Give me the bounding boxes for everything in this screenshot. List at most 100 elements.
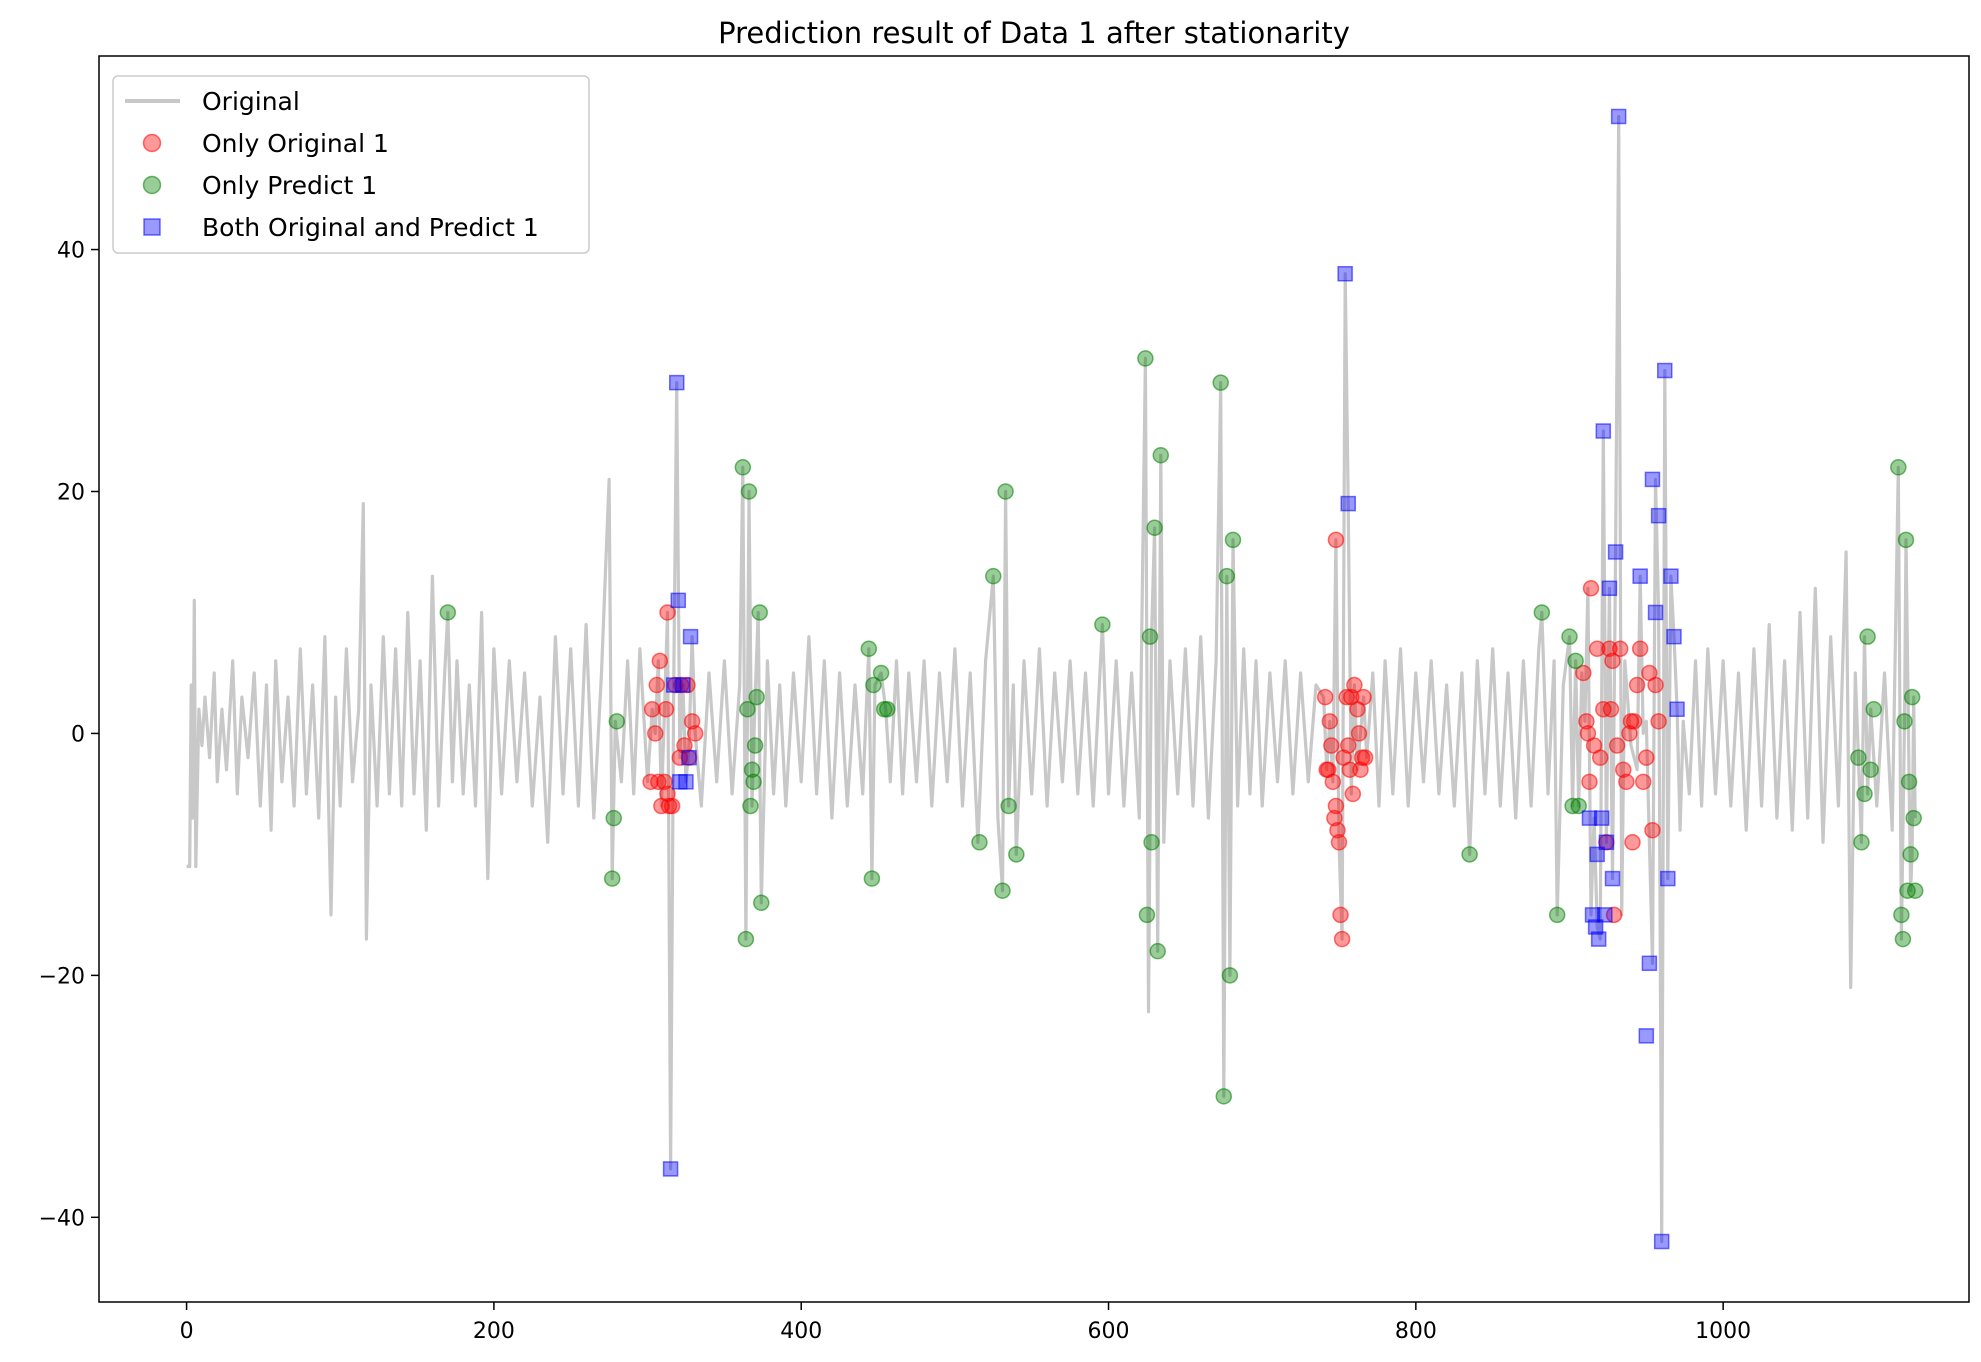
point-only-predict-26 bbox=[1008, 846, 1025, 863]
point-only-original-45 bbox=[1355, 688, 1372, 706]
point-only-predict-18 bbox=[872, 664, 890, 682]
point-both-28 bbox=[1647, 604, 1664, 621]
point-only-predict-0 bbox=[439, 604, 457, 621]
point-both-18 bbox=[1597, 907, 1613, 923]
point-both-8 bbox=[662, 1161, 679, 1177]
point-only-predict-35 bbox=[1212, 374, 1229, 391]
point-only-original-59 bbox=[1604, 652, 1621, 670]
point-only-predict-16 bbox=[863, 870, 881, 887]
point-only-predict-6 bbox=[739, 700, 756, 718]
point-only-original-51 bbox=[1582, 580, 1600, 597]
point-only-predict-41 bbox=[1533, 604, 1551, 621]
legend-label-2: Only Predict 1 bbox=[202, 171, 377, 200]
point-only-original-36 bbox=[1339, 737, 1357, 754]
point-both-0 bbox=[665, 677, 682, 693]
point-only-predict-34 bbox=[1152, 446, 1170, 464]
point-only-original-32 bbox=[1333, 930, 1351, 948]
plot-marks bbox=[186, 108, 1924, 1250]
point-only-original-1 bbox=[643, 700, 661, 718]
point-only-original-7 bbox=[650, 773, 667, 791]
point-only-original-54 bbox=[1591, 749, 1609, 766]
point-both-20 bbox=[1601, 580, 1618, 597]
point-only-original-72 bbox=[1638, 749, 1655, 766]
point-only-predict-33 bbox=[1149, 942, 1166, 960]
point-only-original-5 bbox=[659, 604, 676, 621]
y-tick-label--40: −40 bbox=[39, 1206, 85, 1231]
point-only-original-75 bbox=[1647, 676, 1664, 694]
point-only-original-58 bbox=[1602, 700, 1620, 718]
point-only-original-0 bbox=[646, 725, 664, 742]
point-both-30 bbox=[1653, 1233, 1670, 1250]
point-only-original-29 bbox=[1329, 821, 1346, 839]
point-both-16 bbox=[1594, 810, 1610, 826]
point-only-predict-52 bbox=[1865, 700, 1882, 718]
point-only-predict-25 bbox=[1000, 797, 1017, 815]
x-tick-label-600: 600 bbox=[1088, 1319, 1130, 1344]
point-only-predict-62 bbox=[1905, 809, 1922, 827]
point-both-12 bbox=[1584, 907, 1601, 923]
point-both-6 bbox=[681, 749, 697, 766]
point-only-original-63 bbox=[1615, 761, 1632, 778]
point-only-predict-43 bbox=[1561, 628, 1578, 645]
point-only-original-31 bbox=[1332, 906, 1349, 924]
point-only-original-18 bbox=[683, 713, 701, 730]
x-tick-label-200: 200 bbox=[473, 1319, 515, 1344]
x-tick-label-1000: 1000 bbox=[1695, 1319, 1751, 1344]
legend: Original Only Original 1 Only Predict 1 Bot… bbox=[112, 75, 590, 254]
point-only-predict-36 bbox=[1215, 1088, 1233, 1105]
point-only-original-25 bbox=[1323, 737, 1340, 754]
legend-swatch-only-predict bbox=[142, 175, 162, 195]
point-only-original-24 bbox=[1321, 713, 1339, 730]
point-only-predict-57 bbox=[1897, 531, 1915, 549]
point-both-26 bbox=[1641, 955, 1658, 972]
legend-label-3: Both Original and Predict 1 bbox=[202, 213, 539, 242]
point-only-predict-11 bbox=[746, 737, 764, 754]
point-both-1 bbox=[668, 374, 685, 391]
point-only-original-61 bbox=[1608, 737, 1626, 754]
x-tick-label-800: 800 bbox=[1395, 1319, 1437, 1344]
point-only-original-15 bbox=[676, 737, 693, 754]
legend-swatch-both bbox=[143, 218, 161, 236]
point-only-original-69 bbox=[1628, 676, 1646, 694]
point-only-predict-31 bbox=[1143, 834, 1160, 851]
point-both-14 bbox=[1589, 846, 1605, 863]
point-only-predict-49 bbox=[1856, 785, 1873, 803]
point-only-original-26 bbox=[1324, 773, 1342, 791]
legend-swatch-only-original bbox=[142, 133, 162, 153]
point-only-original-23 bbox=[1320, 761, 1337, 778]
point-only-original-50 bbox=[1581, 773, 1598, 791]
point-both-15 bbox=[1590, 931, 1607, 947]
point-only-original-28 bbox=[1327, 797, 1345, 815]
point-only-predict-38 bbox=[1221, 967, 1239, 984]
point-only-original-4 bbox=[657, 700, 675, 718]
x-tick-label-400: 400 bbox=[780, 1319, 822, 1344]
point-only-original-27 bbox=[1326, 809, 1343, 827]
point-both-23 bbox=[1610, 108, 1627, 125]
point-both-25 bbox=[1638, 1028, 1655, 1044]
point-both-4 bbox=[675, 677, 691, 693]
point-only-original-65 bbox=[1621, 725, 1638, 742]
point-both-10 bbox=[1340, 495, 1356, 512]
x-tick-label-0: 0 bbox=[180, 1319, 194, 1344]
point-only-original-40 bbox=[1346, 676, 1363, 694]
point-only-predict-1 bbox=[603, 870, 621, 887]
point-only-predict-3 bbox=[608, 713, 626, 730]
point-only-original-42 bbox=[1350, 725, 1368, 742]
point-only-original-39 bbox=[1344, 785, 1362, 803]
point-only-original-68 bbox=[1625, 713, 1643, 730]
point-only-original-70 bbox=[1631, 640, 1649, 658]
point-only-original-2 bbox=[648, 676, 666, 694]
point-only-original-71 bbox=[1634, 773, 1652, 791]
point-only-original-60 bbox=[1605, 906, 1623, 924]
point-both-19 bbox=[1598, 834, 1615, 851]
point-only-original-33 bbox=[1327, 531, 1345, 549]
point-both-22 bbox=[1607, 544, 1624, 560]
axes: 0 200 400 600 800 1000 −40 −20 0 20 40 bbox=[39, 239, 1752, 1344]
point-only-predict-63 bbox=[1906, 882, 1924, 899]
point-both-11 bbox=[1581, 810, 1598, 826]
point-only-predict-60 bbox=[1902, 846, 1919, 863]
point-only-predict-59 bbox=[1900, 773, 1918, 791]
point-only-predict-15 bbox=[860, 640, 878, 658]
point-both-17 bbox=[1595, 423, 1612, 439]
